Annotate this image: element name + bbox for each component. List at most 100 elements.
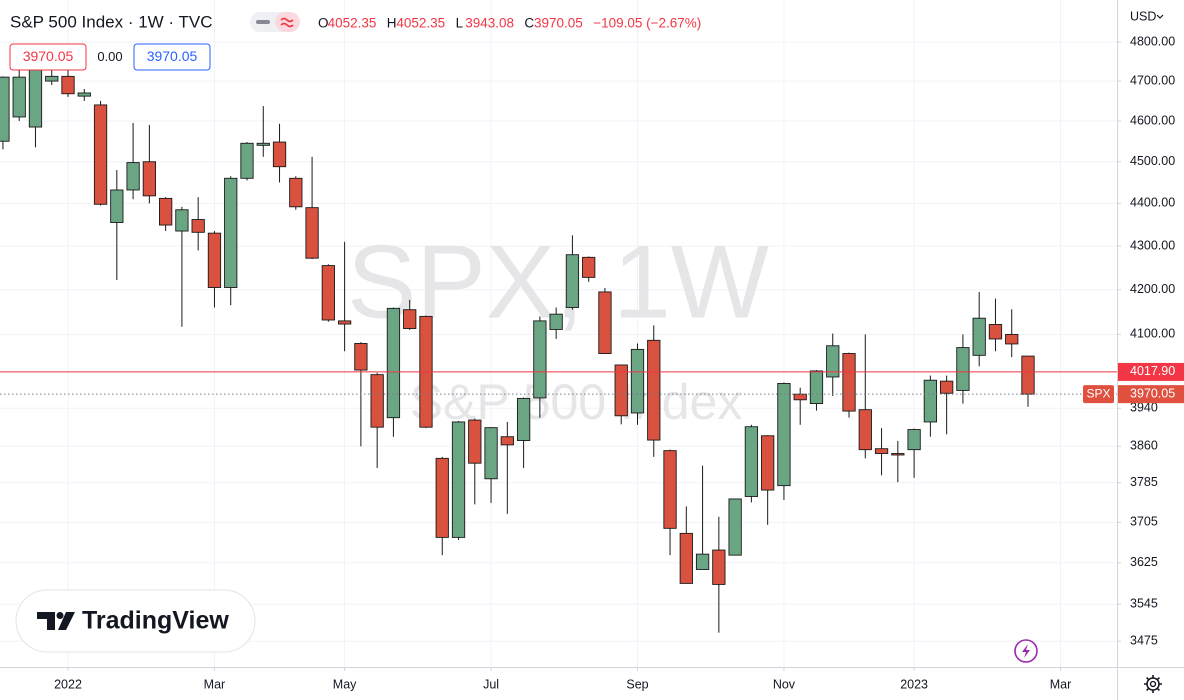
candle-body bbox=[354, 343, 368, 371]
y-tick-label: 4300.00 bbox=[1130, 238, 1175, 252]
legend-title[interactable]: S&P 500 Index · 1W · TVC bbox=[10, 12, 213, 31]
y-tick-label: 4600.00 bbox=[1130, 113, 1175, 127]
ohlc-legend: O 4052.35 H 4052.35 L 3943.08 C 3970.05 −109.05 … bbox=[318, 16, 701, 31]
candle-body bbox=[500, 436, 514, 446]
brand-name: TradingView bbox=[82, 607, 229, 635]
pill-icon bbox=[280, 17, 294, 28]
y-tick-label: 3860 bbox=[1130, 439, 1158, 453]
candles bbox=[0, 61, 1035, 633]
sell-box[interactable] bbox=[9, 43, 87, 71]
candle-body bbox=[175, 209, 189, 232]
buy-price[interactable]: 3970.05 bbox=[147, 48, 198, 64]
ohlc-key: L bbox=[456, 16, 464, 31]
candle-body bbox=[207, 232, 222, 288]
candle-body bbox=[77, 92, 91, 97]
candle-body bbox=[777, 383, 791, 487]
candle-body bbox=[842, 353, 856, 412]
ohlc-change: −109.05 (−2.67%) bbox=[593, 16, 701, 31]
x-tick-label: Jul bbox=[483, 677, 499, 691]
candle-body bbox=[337, 320, 352, 325]
y-tick-label: 4400.00 bbox=[1130, 196, 1175, 210]
brand-badge[interactable] bbox=[15, 589, 256, 653]
candle-body bbox=[549, 313, 563, 330]
ohlc-key: H bbox=[387, 16, 397, 31]
gear-teeth bbox=[1144, 675, 1162, 693]
grid bbox=[0, 0, 1117, 667]
y-tick-label: 4800.00 bbox=[1130, 34, 1175, 48]
candle-body bbox=[28, 69, 43, 128]
candle-body bbox=[451, 421, 466, 538]
gear-hub bbox=[1149, 680, 1157, 688]
series-name-box bbox=[1083, 385, 1114, 404]
ohlc-value: 4052.35 bbox=[328, 16, 377, 31]
buy-box[interactable] bbox=[133, 43, 211, 71]
candle-body bbox=[272, 141, 287, 168]
price-label-box bbox=[1118, 385, 1184, 404]
candle-body bbox=[468, 419, 482, 464]
x-tick-label: Mar bbox=[204, 677, 226, 691]
x-tick-label: 2023 bbox=[900, 677, 928, 691]
x-tick-label: Mar bbox=[1050, 677, 1072, 691]
candle-body bbox=[858, 409, 872, 451]
candle-body bbox=[533, 320, 547, 399]
pill-icon bbox=[256, 20, 270, 24]
candle-body bbox=[403, 309, 417, 329]
candle-body bbox=[289, 177, 303, 208]
pill-active[interactable] bbox=[275, 12, 300, 32]
candle-body bbox=[956, 347, 970, 391]
candle-body bbox=[516, 397, 531, 441]
candle-body bbox=[647, 339, 661, 441]
candle-body bbox=[159, 197, 173, 226]
candle-body bbox=[45, 75, 59, 82]
x-tick-label: May bbox=[333, 677, 357, 691]
legend-pills bbox=[250, 12, 300, 32]
candle-body bbox=[695, 553, 710, 570]
y-tick-label: 4700.00 bbox=[1130, 73, 1175, 87]
settings-gear[interactable] bbox=[1144, 675, 1162, 693]
logo-part bbox=[56, 612, 64, 619]
price-label: 4017.90 bbox=[1130, 364, 1175, 378]
y-tick-label: 4100.00 bbox=[1130, 327, 1175, 341]
candle-body bbox=[728, 498, 742, 556]
watermark-description: S&P 500 Index bbox=[410, 374, 743, 430]
candle-body bbox=[891, 453, 905, 456]
candle-body bbox=[240, 142, 254, 179]
series-name: SPX bbox=[1086, 386, 1110, 400]
candle-body bbox=[435, 457, 449, 538]
candle-body bbox=[874, 448, 889, 454]
candle-body bbox=[12, 76, 26, 118]
price-label: 3970.05 bbox=[1130, 386, 1175, 400]
x-tick-label: Nov bbox=[773, 677, 796, 691]
candle-body bbox=[1021, 355, 1035, 395]
candle-body bbox=[126, 162, 140, 191]
candle-body bbox=[744, 426, 759, 497]
candle-body bbox=[305, 207, 319, 259]
candle-body bbox=[809, 370, 824, 404]
candle-body bbox=[1005, 333, 1019, 345]
time-axis: 2022 Mar May Jul Sep Nov 2023 Mar bbox=[54, 667, 1071, 691]
x-tick-label: 2022 bbox=[54, 677, 82, 691]
ohlc-value: 3970.05 bbox=[534, 16, 583, 31]
spread: 0.00 bbox=[97, 49, 122, 64]
price-lines bbox=[0, 371, 1117, 395]
y-tick-label: 3940 bbox=[1130, 401, 1158, 415]
candle-body bbox=[761, 435, 775, 491]
y-tick-label: 4200.00 bbox=[1130, 282, 1175, 296]
logo-part bbox=[37, 612, 55, 630]
candle-body bbox=[663, 450, 677, 529]
y-tick-label: 3625 bbox=[1130, 555, 1158, 569]
ohlc-value: 3943.08 bbox=[465, 16, 514, 31]
candle-body bbox=[614, 364, 628, 417]
y-tick-label: 3475 bbox=[1130, 633, 1158, 647]
ohlc-key: O bbox=[318, 16, 329, 31]
currency[interactable]: USD bbox=[1130, 9, 1156, 23]
y-tick-label: 3545 bbox=[1130, 597, 1158, 611]
brand-logo bbox=[37, 612, 75, 630]
candle-body bbox=[565, 254, 580, 308]
price-axis: 4800.00 4700.00 4600.00 4500.00 4400.00 4300.… bbox=[1117, 34, 1175, 647]
candle-body bbox=[793, 393, 807, 401]
candle-body bbox=[142, 161, 157, 197]
candle-body bbox=[484, 427, 498, 480]
sell-price[interactable]: 3970.05 bbox=[23, 48, 74, 64]
